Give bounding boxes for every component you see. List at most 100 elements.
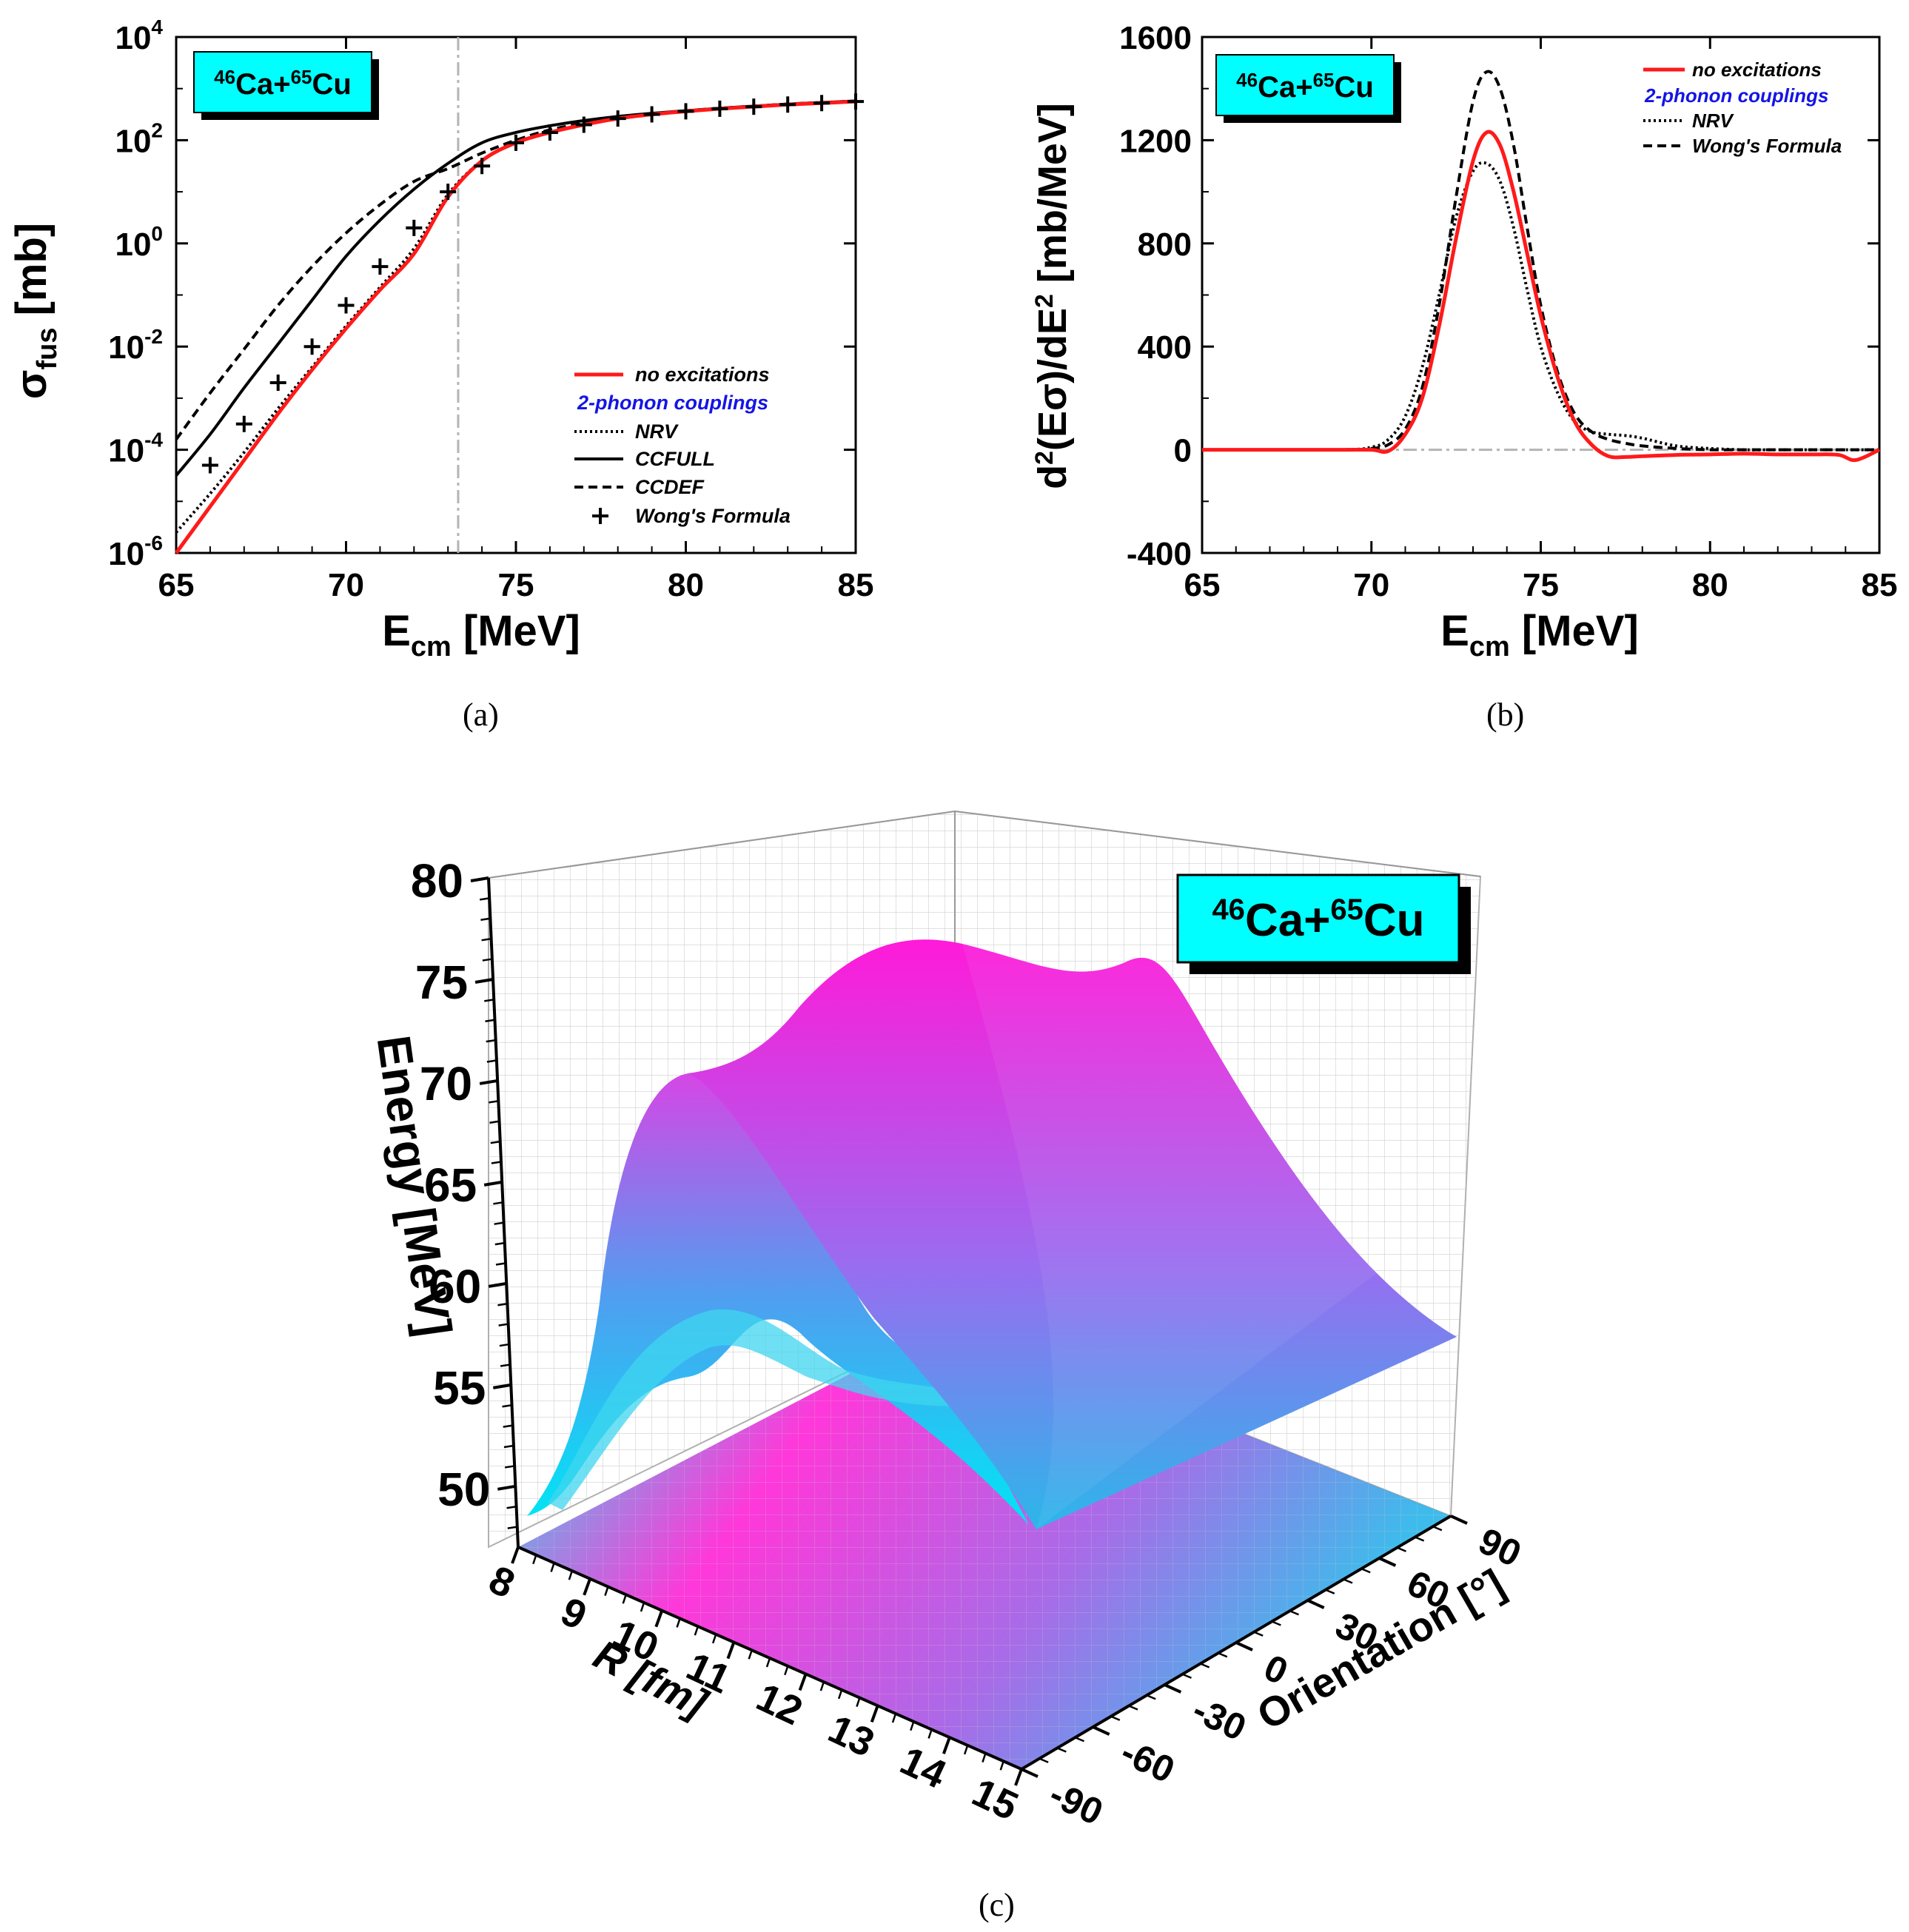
svg-text:46Ca+65Cu: 46Ca+65Cu xyxy=(1212,893,1424,946)
panel-c-r-tick xyxy=(819,1681,825,1691)
panel-a-wong-marker xyxy=(406,219,423,236)
panel-c-z-tick xyxy=(489,1100,499,1104)
panel-b-ylabel-p1: d xyxy=(1030,465,1075,489)
panel-a-wong-marker xyxy=(303,338,321,355)
panel-a-x-tick-label: 70 xyxy=(328,567,364,603)
panel-a-wong-marker xyxy=(813,95,831,112)
panel-b-series-no-excitations xyxy=(1202,130,1881,463)
panel-a-label-element2: Cu xyxy=(312,68,352,101)
panel-b-x-tick-label: 85 xyxy=(1862,567,1898,603)
panel-a-ylabel-sub: fus xyxy=(32,328,63,370)
panel-a-legend-2-phonon: 2-phonon couplings xyxy=(577,392,768,414)
panel-a-wong-marker xyxy=(508,134,524,151)
panel-c-z-tick xyxy=(494,1221,504,1225)
panel-a-wong-marker xyxy=(474,158,491,175)
panel-b-legend-2-phonon: 2-phonon couplings xyxy=(1644,84,1828,107)
panel-c-orientation-tick xyxy=(1450,1515,1468,1525)
panel-b-series-group xyxy=(1201,70,1881,463)
panel-a-ylabel-unit: [mb] xyxy=(7,223,56,328)
panel-c-orientation-tick xyxy=(1164,1683,1182,1694)
panel-c-z-tick xyxy=(495,1262,506,1266)
panel-c-z-tick xyxy=(484,999,494,1002)
panel-b-reaction-label-box: 46Ca+65Cu xyxy=(1215,54,1401,123)
panel-a-x-tick-label: 75 xyxy=(498,567,534,603)
panel-c-r-tick xyxy=(910,1721,915,1731)
panel-b-series-nrv xyxy=(1201,161,1879,452)
panel-c-r-tick xyxy=(837,1689,843,1700)
panel-c-orientation-tick xyxy=(1415,1536,1425,1542)
panel-c-z-tick xyxy=(486,1059,497,1063)
panel-c-r-tick xyxy=(798,1673,808,1691)
panel-a-y-tick-label: 104 xyxy=(115,16,163,56)
panel-c-orientation-tick xyxy=(1110,1715,1121,1721)
panel-c-label-mass2: 65 xyxy=(1330,893,1363,926)
panel-c-r-tick xyxy=(640,1602,645,1612)
panel-b-label-mass2: 65 xyxy=(1313,69,1335,91)
panel-b-x-tick-label: 70 xyxy=(1353,567,1389,603)
panel-c-z-tick xyxy=(498,1323,509,1326)
panel-a-label-mass1: 46 xyxy=(214,66,235,88)
panel-c-r-tick xyxy=(726,1641,736,1660)
panel-c-surface-top xyxy=(688,939,1457,1529)
panel-a-wong-marker xyxy=(541,124,558,141)
panel-c-r-tick xyxy=(711,1634,717,1644)
panel-c-orientation-tick xyxy=(1235,1641,1253,1651)
panel-c-z-tick xyxy=(499,1343,510,1347)
panel-a-legend-nrv: NRV xyxy=(635,420,679,443)
panel-b-x-tick-label: 80 xyxy=(1692,567,1728,603)
panel-c-z-tick-label: 75 xyxy=(415,956,468,1009)
panel-c-orientation-tick xyxy=(1182,1673,1192,1679)
panel-a-xlabel-unit: [MeV] xyxy=(452,607,580,655)
panel-c-orientation-tick xyxy=(1128,1705,1138,1711)
panel-a-wong-marker xyxy=(440,184,457,201)
panel-c-z-tick xyxy=(485,1019,495,1022)
panel-b-ylabel-p2: (Eσ)/dE xyxy=(1030,308,1075,451)
panel-c-z-tick xyxy=(480,917,491,922)
panel-c-z-tick xyxy=(503,1424,513,1428)
panel-c-orientation-tick xyxy=(1343,1578,1353,1584)
panel-c-r-tick xyxy=(654,1610,664,1628)
panel-b-y-axis-label: d2(Eσ)/dE2 [mb/MeV] xyxy=(1030,103,1075,489)
panel-c-r-tick xyxy=(870,1705,879,1723)
panel-a-y-tick-label: 10-4 xyxy=(108,429,163,469)
panel-c-orientation-tick-label: -90 xyxy=(1043,1773,1109,1833)
panel-c-z-axis xyxy=(487,877,520,1548)
panel-a-wong-marker xyxy=(779,96,796,113)
panel-a-wong-marker xyxy=(372,258,389,275)
panel-b-label-element2: Cu xyxy=(1335,71,1374,104)
panel-c-r-tick xyxy=(622,1594,627,1604)
panel-c-orientation-tick-label: -60 xyxy=(1115,1731,1181,1791)
svg-text:46Ca+65Cu: 46Ca+65Cu xyxy=(214,66,352,101)
panel-a-xlabel-main: E xyxy=(382,607,411,655)
panel-b-ylabel-p3: [mb/MeV] xyxy=(1030,103,1075,294)
panel-a-x-axis-label: Ecm [MeV] xyxy=(382,607,580,663)
panel-a-y-tick-label: 102 xyxy=(115,118,163,159)
panel-a-x-tick-label: 85 xyxy=(838,567,874,603)
panel-a-wong-marker xyxy=(201,457,218,474)
panel-b-x-tick-label: 65 xyxy=(1184,567,1221,603)
panel-a-wong-marker xyxy=(575,116,592,133)
panel-a-legend: no excitations 2-phonon couplings NRV CC… xyxy=(574,363,791,527)
panel-a-x-tick-label: 65 xyxy=(158,567,195,603)
panel-b-legend-no-excitations: no excitations xyxy=(1692,58,1822,81)
panel-b-x-axis-label: Ecm [MeV] xyxy=(1440,607,1639,663)
panel-a-legend-no-excitations: no excitations xyxy=(635,363,770,386)
panel-c-orientation-tick xyxy=(1325,1589,1335,1594)
panel-c-r-tick-label: 9 xyxy=(554,1589,594,1639)
caption-c: (c) xyxy=(979,1887,1015,1923)
panel-c-orientation-tick xyxy=(1200,1663,1210,1668)
panel-c-surface-inner-bump xyxy=(548,1309,962,1510)
panel-b-y-tick-label: 1600 xyxy=(1119,20,1192,56)
panel-b-xlabel-sub: cm xyxy=(1469,631,1510,663)
panel-c-r-tick-label: 14 xyxy=(893,1738,953,1797)
panel-c-top-edge-right xyxy=(954,811,1481,877)
panel-c-r-tick xyxy=(982,1753,987,1762)
panel-a-label-element1: Ca+ xyxy=(235,68,291,101)
panel-c-z-tick xyxy=(486,1039,496,1043)
panel-c-orientation-tick-label: -30 xyxy=(1187,1688,1252,1748)
panel-c-z-tick xyxy=(507,1526,517,1529)
panel-c-r-tick xyxy=(583,1578,592,1596)
panel-c-z-tick xyxy=(490,1140,500,1144)
panel-c-z-tick-label: 65 xyxy=(424,1158,477,1212)
